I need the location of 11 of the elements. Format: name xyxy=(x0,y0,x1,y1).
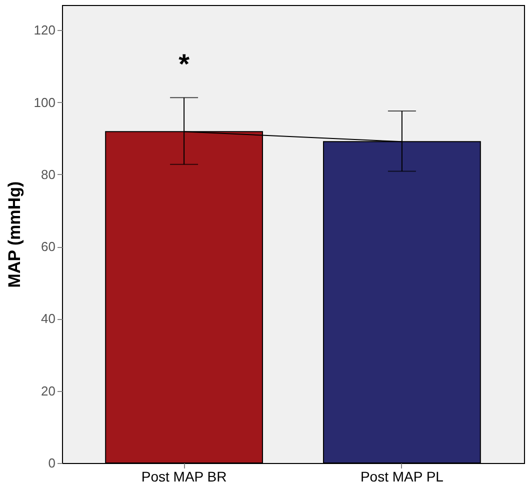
x-tick-label: Post MAP BR xyxy=(141,468,227,484)
y-tick-label: 120 xyxy=(34,22,56,38)
x-tick-label: Post MAP PL xyxy=(360,468,444,484)
y-axis-title: MAP (mmHg) xyxy=(4,181,24,288)
y-tick-label: 0 xyxy=(48,456,56,470)
y-tick-label: 100 xyxy=(34,94,56,110)
y-tick-label: 80 xyxy=(41,166,56,182)
y-tick-label: 20 xyxy=(41,383,56,398)
y-tick-label: 40 xyxy=(41,311,56,326)
y-tick-label: 60 xyxy=(41,239,56,254)
annotation: * xyxy=(178,48,190,80)
